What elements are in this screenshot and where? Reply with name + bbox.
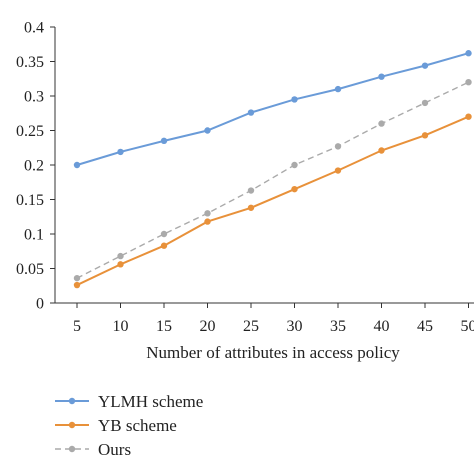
- data-point-ours: [334, 143, 342, 150]
- series-ours: [73, 79, 472, 282]
- x-tick-label: 25: [243, 318, 259, 335]
- data-point-ylmh-scheme: [160, 137, 168, 145]
- data-point-yb-scheme: [378, 147, 385, 154]
- legend-label: YLMH scheme: [98, 392, 203, 411]
- data-point-ylmh-scheme: [247, 109, 255, 116]
- x-tick-label: 50: [461, 318, 474, 335]
- y-ticks: 0 0.05 0.1 0.15 0.2 0.25 0.3 0.35 0.4: [16, 20, 55, 313]
- data-point-yb-scheme: [421, 132, 429, 139]
- data-point-ylmh-scheme: [291, 96, 298, 103]
- x-tick-label: 45: [417, 318, 433, 335]
- data-point-ylmh-scheme: [117, 148, 124, 156]
- data-point-ylmh-scheme: [73, 161, 81, 169]
- y-tick-label: 0.1: [24, 227, 44, 244]
- data-point-ours: [117, 252, 124, 260]
- data-point-yb-scheme: [334, 167, 342, 174]
- data-point-yb-scheme: [247, 204, 255, 211]
- series-yb-scheme: [73, 113, 472, 289]
- data-point-ours: [160, 230, 168, 238]
- data-point-ylmh-scheme: [204, 127, 211, 134]
- y-tick-label: 0.2: [24, 158, 44, 175]
- x-tick-label: 35: [330, 318, 346, 335]
- y-tick-label: 0: [36, 296, 44, 313]
- data-point-ours: [421, 99, 429, 107]
- data-point-ours: [378, 120, 385, 127]
- data-point-ours: [204, 210, 211, 217]
- legend-item-ours: Ours: [55, 440, 131, 459]
- y-tick-label: 0.3: [24, 89, 44, 106]
- series-ylmh-scheme: [73, 50, 472, 169]
- legend-label: Ours: [98, 440, 131, 459]
- legend-marker: [68, 397, 76, 405]
- legend-item-yb-scheme: YB scheme: [55, 416, 177, 435]
- series-line-ylmh-scheme: [76, 52, 469, 166]
- series-layer: [73, 50, 472, 289]
- data-point-ylmh-scheme: [465, 50, 472, 57]
- data-point-ours: [465, 79, 472, 86]
- x-axis-title: Number of attributes in access policy: [146, 343, 400, 362]
- legend-label: YB scheme: [98, 416, 177, 435]
- data-point-yb-scheme: [291, 185, 298, 193]
- data-point-ylmh-scheme: [378, 73, 385, 80]
- data-point-yb-scheme: [204, 218, 211, 225]
- data-point-yb-scheme: [73, 281, 81, 289]
- x-tick-label: 15: [156, 318, 172, 335]
- data-point-ylmh-scheme: [421, 62, 429, 69]
- legend-marker: [68, 445, 76, 453]
- y-tick-label: 0.25: [16, 123, 44, 140]
- data-point-ours: [291, 161, 298, 169]
- x-tick-label: 5: [73, 318, 81, 335]
- data-point-ours: [73, 274, 81, 282]
- x-tick-label: 40: [374, 318, 390, 335]
- legend: YLMH scheme YB scheme Ours: [55, 392, 203, 459]
- y-tick-label: 0.4: [24, 20, 44, 37]
- x-ticks: 5 10 15 20 25 30 35 40 45 50: [73, 303, 474, 335]
- data-point-ours: [247, 187, 255, 194]
- x-tick-label: 10: [113, 318, 129, 335]
- y-tick-label: 0.35: [16, 54, 44, 71]
- data-point-yb-scheme: [465, 113, 472, 120]
- legend-item-ylmh-scheme: YLMH scheme: [55, 392, 203, 411]
- data-point-ylmh-scheme: [334, 85, 342, 93]
- y-tick-label: 0.05: [16, 261, 44, 278]
- series-line-yb-scheme: [76, 115, 469, 286]
- legend-marker: [68, 421, 76, 429]
- y-tick-label: 0.15: [16, 192, 44, 209]
- x-tick-label: 30: [287, 318, 303, 335]
- series-line-ours: [76, 81, 469, 279]
- data-point-yb-scheme: [160, 242, 168, 249]
- data-point-yb-scheme: [117, 261, 124, 268]
- x-tick-label: 20: [200, 318, 216, 335]
